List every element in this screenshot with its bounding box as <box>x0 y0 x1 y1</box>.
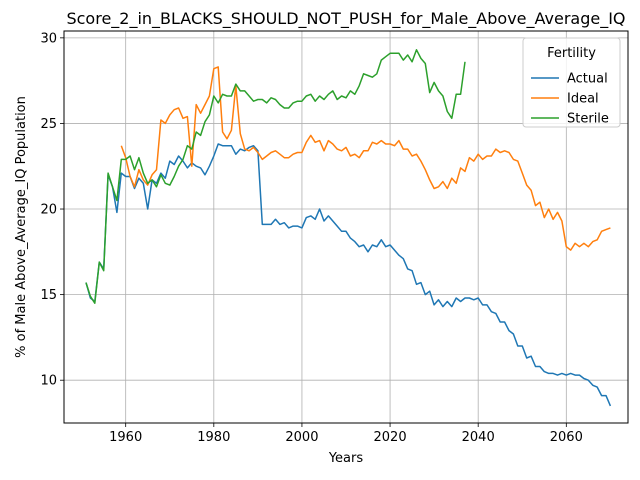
y-axis-title: % of Male Above_Average_IQ Population <box>14 96 29 358</box>
y-tick-label: 30 <box>40 31 57 46</box>
legend-label-ideal: Ideal <box>567 92 599 107</box>
x-tick-label: 2020 <box>374 430 407 445</box>
x-tick-label: 2040 <box>462 430 495 445</box>
y-tick-label: 10 <box>40 374 57 389</box>
chart-title: Score_2_in_BLACKS_SHOULD_NOT_PUSH_for_Ma… <box>66 9 625 29</box>
x-axis: 1960 1980 2000 2020 2040 2060 <box>109 423 583 445</box>
legend: Fertility Actual Ideal Sterile <box>522 37 621 128</box>
legend-label-sterile: Sterile <box>567 112 609 127</box>
series-line-actual <box>85 143 612 407</box>
x-tick-label: 2000 <box>285 430 318 445</box>
x-tick-label: 1980 <box>197 430 230 445</box>
x-tick-label: 2060 <box>550 430 583 445</box>
x-tick-label: 1960 <box>109 430 142 445</box>
y-tick-label: 15 <box>40 288 57 303</box>
legend-title: Fertility <box>547 46 596 61</box>
y-tick-label: 20 <box>40 203 57 218</box>
y-tick-label: 25 <box>40 117 57 132</box>
plot-frame <box>63 30 629 424</box>
legend-label-actual: Actual <box>567 72 608 87</box>
x-axis-title: Years <box>328 451 364 466</box>
y-axis: 10 15 20 25 30 <box>40 31 64 389</box>
series-group <box>85 49 612 407</box>
legend-box <box>522 37 621 128</box>
series-line-ideal <box>120 66 611 251</box>
series-line-sterile <box>85 49 466 304</box>
